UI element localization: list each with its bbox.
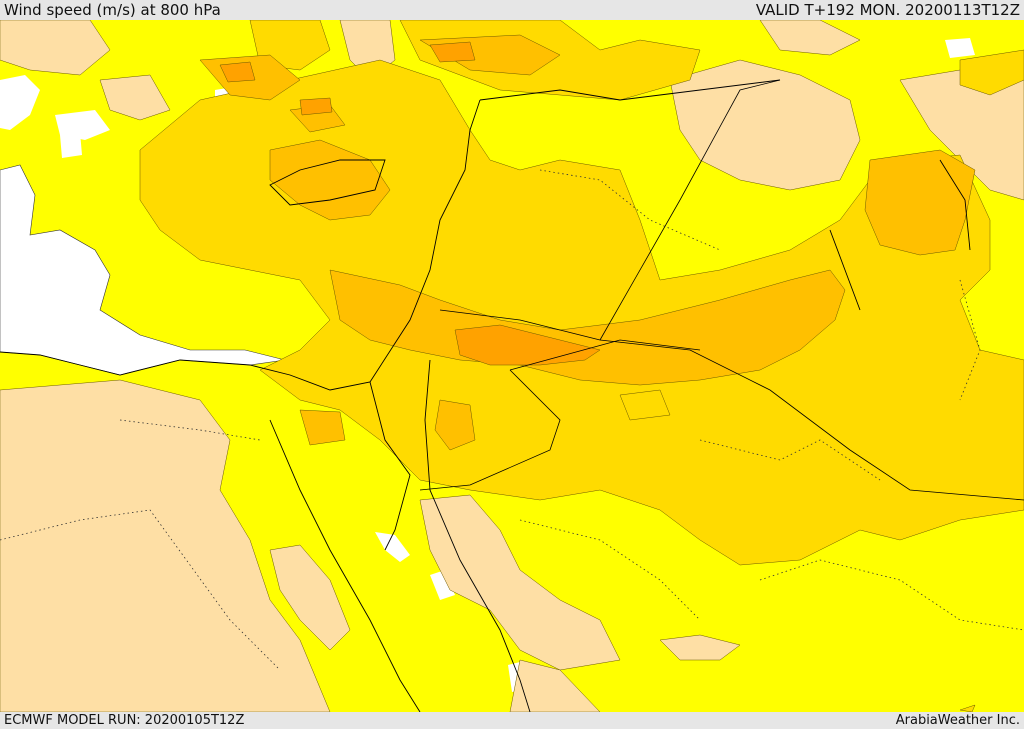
wind-band-3-areas — [199, 34, 976, 451]
sea-area — [0, 75, 40, 130]
footer-bar: ECMWF MODEL RUN: 20200105T12Z ArabiaWeat… — [0, 712, 1024, 729]
sea-area — [60, 132, 82, 158]
sea-area — [945, 38, 975, 58]
map-canvas — [0, 20, 1024, 712]
valid-time: VALID T+192 MON. 20200113T12Z — [755, 1, 1020, 19]
sea-area — [430, 570, 455, 600]
wind-speed-map — [0, 20, 1024, 712]
sea-area — [55, 110, 110, 140]
sea-area — [375, 532, 410, 562]
credit: ArabiaWeather Inc. — [895, 713, 1020, 728]
low-wind-areas — [0, 20, 1024, 712]
dotted-admin-borders — [0, 169, 1024, 671]
header-bar: Wind speed (m/s) at 800 hPa VALID T+192 … — [0, 0, 1024, 20]
map-title: Wind speed (m/s) at 800 hPa — [4, 1, 221, 19]
model-run: ECMWF MODEL RUN: 20200105T12Z — [4, 713, 245, 728]
coastlines — [0, 79, 971, 712]
country-borders — [419, 79, 1024, 501]
